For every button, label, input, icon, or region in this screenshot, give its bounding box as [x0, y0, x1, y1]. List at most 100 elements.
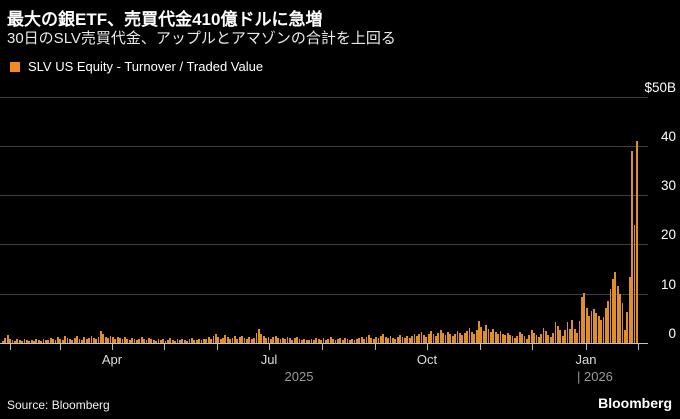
x-axis-tick — [112, 344, 113, 350]
bar — [289, 338, 291, 343]
bar — [439, 330, 442, 343]
bar — [267, 336, 270, 343]
bar — [377, 338, 380, 343]
bar — [449, 334, 452, 343]
bar — [545, 331, 547, 343]
bar — [583, 292, 586, 343]
bar — [530, 330, 533, 343]
gridline — [0, 244, 648, 246]
bar — [569, 328, 571, 343]
bar — [363, 338, 366, 343]
bar — [6, 335, 9, 343]
bar — [47, 340, 50, 343]
bar — [521, 334, 523, 343]
bar — [152, 339, 155, 343]
bar — [301, 340, 303, 343]
bar — [401, 337, 404, 343]
bar — [494, 331, 497, 343]
bar — [97, 336, 100, 343]
bar — [518, 332, 521, 343]
bar — [585, 307, 588, 343]
bar — [604, 308, 607, 343]
bar — [293, 338, 296, 343]
bar — [124, 337, 126, 343]
bar — [310, 338, 313, 343]
bar — [411, 335, 413, 343]
gridline — [0, 293, 648, 295]
bar — [492, 328, 495, 343]
bar — [408, 337, 411, 343]
bar — [626, 312, 629, 343]
bar — [169, 338, 172, 343]
bar — [537, 337, 540, 343]
bar — [262, 336, 265, 343]
bar — [313, 339, 315, 343]
bar — [437, 333, 440, 343]
bar — [298, 339, 301, 343]
bar — [511, 336, 514, 343]
bar — [430, 331, 433, 343]
bar — [277, 338, 279, 343]
bar — [226, 337, 229, 343]
bar — [636, 140, 638, 343]
legend-label: SLV US Equity - Turnover / Traded Value — [28, 59, 264, 74]
bar — [396, 336, 399, 343]
bar — [528, 335, 531, 343]
bar — [564, 329, 567, 343]
bar — [71, 340, 74, 343]
bar — [590, 311, 593, 343]
bar — [628, 276, 631, 343]
bar — [188, 339, 191, 343]
bar — [176, 339, 179, 343]
bloomberg-logo: Bloomberg — [598, 395, 672, 411]
gridline — [0, 145, 648, 147]
x-axis-tick — [532, 344, 533, 350]
bar — [30, 339, 33, 343]
bar — [159, 340, 162, 343]
bar — [576, 333, 578, 343]
bar — [375, 336, 378, 343]
x-axis-tick — [480, 344, 481, 350]
bar — [533, 332, 535, 343]
bar — [490, 332, 492, 343]
bar — [423, 334, 425, 343]
x-axis-line — [0, 343, 648, 344]
bar — [121, 339, 124, 343]
bar — [324, 339, 327, 343]
bar — [348, 340, 351, 343]
bar — [415, 336, 418, 343]
bar — [57, 337, 59, 343]
bar — [143, 339, 145, 343]
y-axis-tick-label: 10 — [660, 276, 676, 292]
bar — [133, 339, 136, 343]
bar — [217, 336, 220, 343]
bar — [573, 329, 576, 343]
bar — [480, 327, 483, 343]
x-axis-tick — [269, 344, 270, 350]
bar — [571, 320, 574, 343]
bar — [85, 339, 88, 343]
bar — [296, 337, 299, 343]
bar — [535, 334, 538, 343]
bar — [145, 339, 148, 343]
bar — [200, 340, 203, 343]
bar — [612, 279, 614, 343]
bar — [207, 337, 210, 343]
page-subtitle: 30日のSLV売買代金、アップルとアマゾンの合計を上回る — [7, 30, 396, 47]
bar — [66, 338, 69, 343]
bar — [391, 337, 394, 343]
bar — [372, 338, 375, 343]
x-axis-month-label: Oct — [416, 352, 438, 367]
bar — [250, 338, 253, 343]
bar — [384, 336, 387, 343]
bar — [339, 337, 342, 343]
bar — [413, 333, 416, 343]
bar — [525, 338, 528, 343]
bar — [588, 316, 590, 343]
x-axis-month-label: Jul — [260, 352, 278, 367]
bar — [9, 338, 11, 343]
bar — [497, 334, 500, 343]
bar — [59, 338, 62, 343]
bar — [466, 331, 468, 343]
bar — [485, 325, 488, 343]
